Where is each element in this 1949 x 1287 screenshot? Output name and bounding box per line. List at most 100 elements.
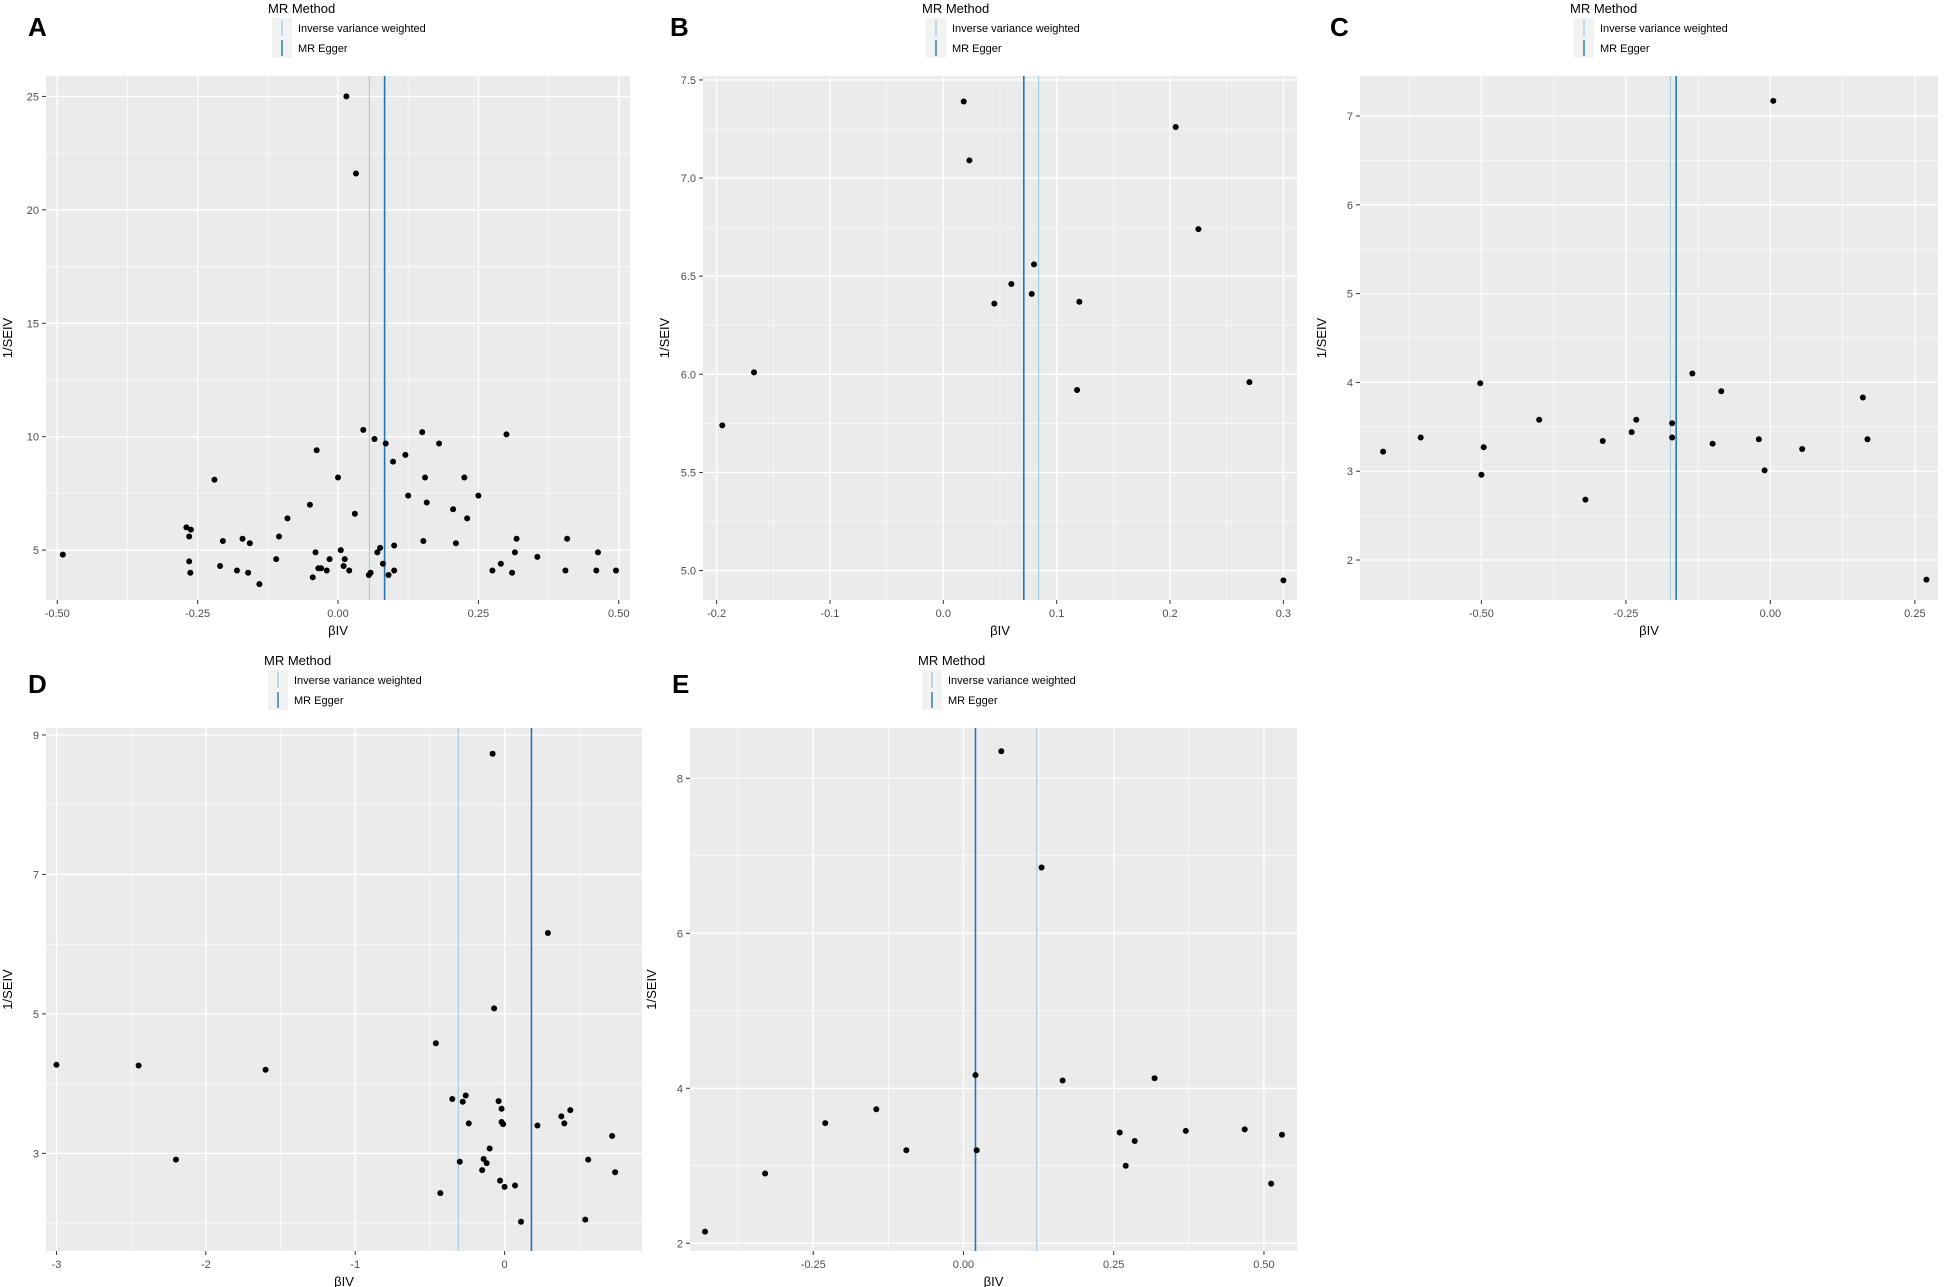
data-point — [422, 474, 429, 481]
data-point — [379, 560, 386, 567]
legend-title: MR Method — [268, 1, 335, 16]
data-point — [405, 492, 412, 499]
data-point — [480, 1155, 487, 1162]
data-point — [1076, 298, 1083, 305]
x-tick-label: 0.00 — [1760, 608, 1781, 620]
data-point — [503, 431, 510, 438]
panel-label-a: A — [28, 12, 47, 42]
data-point — [1278, 1131, 1285, 1138]
data-point — [1669, 434, 1676, 441]
data-point — [1864, 436, 1871, 443]
data-point — [335, 474, 341, 481]
y-tick-label: 6.5 — [681, 271, 696, 283]
legend-entry-label: Inverse variance weighted — [294, 675, 422, 687]
data-point — [59, 551, 66, 558]
y-axis-title: 1/SEIV — [0, 317, 15, 358]
y-tick-label: 25 — [27, 91, 39, 103]
data-point — [1799, 446, 1806, 453]
data-point — [1038, 864, 1045, 871]
data-point — [518, 1218, 525, 1225]
legend-entry-label: Inverse variance weighted — [952, 23, 1080, 35]
data-point — [1709, 440, 1716, 447]
data-point — [498, 1105, 505, 1112]
data-point — [135, 1062, 142, 1069]
x-tick-label: 0.25 — [468, 608, 489, 620]
data-point — [464, 515, 471, 522]
data-point — [544, 930, 551, 937]
x-tick-label: -0.25 — [185, 608, 210, 620]
x-tick-label: -0.25 — [801, 1259, 826, 1271]
y-tick-label: 7.0 — [681, 173, 696, 185]
data-point — [512, 1182, 519, 1189]
data-point — [562, 567, 569, 574]
y-tick-label: 4 — [677, 1083, 683, 1095]
data-point — [564, 535, 571, 542]
data-point — [309, 574, 316, 581]
data-point — [360, 426, 367, 433]
y-tick-label: 2 — [677, 1238, 683, 1250]
data-point — [1477, 380, 1484, 387]
data-point — [276, 533, 283, 540]
x-tick-label: 0 — [502, 1259, 508, 1271]
legend-title: MR Method — [1570, 1, 1637, 16]
data-point — [475, 492, 482, 499]
y-tick-label: 3 — [1347, 466, 1353, 478]
data-point — [186, 558, 193, 565]
data-point — [233, 567, 240, 574]
data-point — [318, 565, 325, 572]
y-tick-label: 15 — [27, 318, 39, 330]
data-point — [966, 157, 973, 164]
data-point — [1031, 261, 1038, 268]
data-point — [459, 1098, 466, 1105]
data-point — [1689, 370, 1696, 377]
data-point — [719, 422, 726, 429]
data-point — [391, 542, 398, 549]
data-point — [465, 1120, 472, 1127]
y-tick-label: 20 — [27, 205, 39, 217]
data-point — [1417, 434, 1424, 441]
plot-panel-bg — [46, 728, 642, 1251]
data-point — [1380, 448, 1387, 455]
plot-panel-bg — [690, 728, 1297, 1251]
data-point — [436, 440, 443, 447]
y-tick-label: 5 — [33, 545, 39, 557]
x-tick-label: -0.2 — [707, 608, 726, 620]
panel-b: B MR Method Inverse variance weighted MR Eg… — [657, 1, 1297, 638]
data-point — [1151, 1075, 1158, 1082]
data-point — [1008, 281, 1015, 288]
data-point — [1718, 388, 1725, 395]
data-point — [1028, 290, 1035, 297]
legend-entry-label: Inverse variance weighted — [298, 23, 426, 35]
legend-entry-label: Inverse variance weighted — [948, 675, 1076, 687]
y-tick-label: 4 — [1347, 377, 1353, 389]
data-point — [702, 1228, 709, 1235]
legend-entry-label: MR Egger — [948, 695, 998, 707]
data-point — [183, 524, 190, 531]
data-point — [1131, 1137, 1138, 1144]
data-point — [1480, 444, 1487, 451]
data-point — [1923, 576, 1930, 583]
data-point — [483, 1160, 490, 1167]
data-point — [306, 501, 313, 508]
data-point — [751, 369, 758, 376]
data-point — [343, 93, 350, 100]
data-point — [1859, 394, 1866, 401]
data-point — [239, 535, 246, 542]
data-point — [1599, 438, 1606, 445]
x-axis-title: βIV — [328, 623, 348, 638]
data-point — [973, 1147, 980, 1154]
x-axis-title: βIV — [984, 1274, 1004, 1287]
data-point — [567, 1107, 574, 1114]
data-point — [1478, 471, 1485, 478]
panel-e: E MR Method Inverse variance weighted MR Eg… — [644, 653, 1297, 1287]
data-point — [585, 1156, 592, 1163]
panel-d: D MR Method Inverse variance weighted MR Eg… — [0, 653, 642, 1287]
data-point — [1059, 1077, 1066, 1084]
x-tick-label: -3 — [52, 1259, 62, 1271]
data-point — [1246, 379, 1253, 386]
data-point — [609, 1132, 616, 1139]
data-point — [1669, 420, 1676, 427]
data-point — [187, 569, 194, 576]
x-tick-label: -0.1 — [820, 608, 839, 620]
data-point — [491, 1005, 498, 1012]
